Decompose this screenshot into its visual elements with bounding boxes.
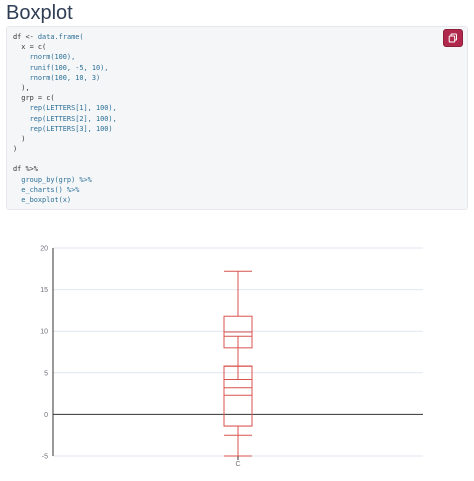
code-token: group_by(grp) %>%	[13, 175, 92, 184]
code-token: rnorm(100),	[13, 53, 76, 62]
code-line: e_charts() %>%	[13, 185, 117, 195]
code-line: ),	[13, 83, 117, 93]
y-tick-label: 15	[40, 287, 48, 294]
box-iqr	[223, 365, 253, 427]
code-line: )	[13, 144, 117, 154]
code-token: runif(100, -5, 10),	[13, 63, 109, 72]
code-token: grp = c(	[13, 94, 55, 103]
code-token: x = c(	[13, 43, 47, 52]
code-token: rnorm(100, 10, 3)	[13, 73, 101, 82]
code-token: e_boxplot(x)	[13, 196, 72, 204]
y-tick-label: 20	[40, 246, 48, 253]
y-tick-label: 10	[40, 329, 48, 336]
code-line: )	[13, 134, 117, 144]
code-line: df %>%	[13, 164, 117, 174]
y-tick-label: 5	[44, 370, 48, 377]
code-line: rep(LETTERS[2], 100),	[13, 114, 117, 124]
code-line: x = c(	[13, 42, 117, 52]
code-line: runif(100, -5, 10),	[13, 63, 117, 73]
code-token: rep(LETTERS[2], 100),	[13, 114, 117, 123]
code-token: df %>%	[13, 165, 38, 174]
boxplot-chart: -5 0 5 10 15 20 C	[0, 236, 474, 476]
code-line: df <- data.frame(	[13, 32, 117, 42]
code-line: rep(LETTERS[3], 100)	[13, 124, 117, 134]
chart-svg: -5 0 5 10 15 20 C	[40, 246, 423, 468]
code-token: )	[13, 145, 18, 154]
code-token: e_charts() %>%	[13, 185, 80, 194]
code-line	[13, 154, 117, 164]
code-line: rnorm(100),	[13, 52, 117, 62]
code-line: e_boxplot(x)	[13, 195, 117, 205]
code-listing: df <- data.frame( x = c( rnorm(100), run…	[13, 32, 117, 205]
code-line: group_by(grp) %>%	[13, 175, 117, 185]
y-tick-label: -5	[42, 454, 48, 461]
code-token: rep(LETTERS[3], 100)	[13, 124, 113, 133]
code-token: )	[13, 134, 26, 143]
code-token: rep(LETTERS[1], 100),	[13, 104, 117, 113]
code-line: rnorm(100, 10, 3)	[13, 73, 117, 83]
code-line: rep(LETTERS[1], 100),	[13, 103, 117, 113]
code-token: ),	[13, 83, 30, 92]
x-tick-label: C	[235, 461, 240, 468]
code-block: df <- data.frame( x = c( rnorm(100), run…	[6, 26, 468, 210]
copy-button[interactable]	[443, 29, 463, 47]
copy-icon	[448, 33, 457, 43]
y-tick-label: 0	[44, 412, 48, 419]
code-line: grp = c(	[13, 93, 117, 103]
code-token: df <-	[13, 33, 38, 41]
code-token: data.frame(	[37, 33, 84, 41]
page-title: Boxplot	[6, 2, 73, 24]
